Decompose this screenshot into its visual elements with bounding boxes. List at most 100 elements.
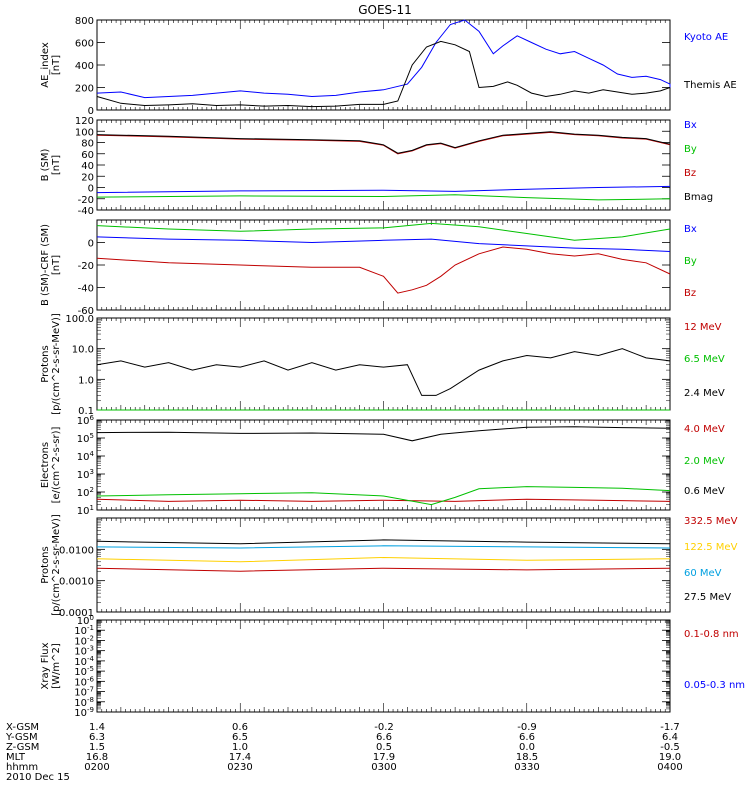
panel-3: -60 -40 -20 0 B (SM)-CRF (SM)[nT] Bx By Bz	[40, 219, 697, 317]
footer-value: -0.9	[517, 722, 537, 733]
footer-row-label: Z-GSM	[6, 742, 39, 753]
y-tick-label: 10-8	[74, 696, 94, 709]
series-line-bmag	[96, 131, 671, 154]
y-tick-label: 1.0	[78, 375, 94, 386]
footer-value: -1.7	[660, 722, 680, 733]
y-tick-label: 10-1	[74, 624, 94, 637]
y-tick-label: 0	[88, 239, 94, 250]
series-line-bx	[96, 236, 671, 252]
y-axis-label: Electrons[e/(cm^2-s-sr)]	[40, 426, 62, 503]
footer-value: 6.6	[376, 732, 392, 743]
y-tick-label: 10-6	[74, 675, 94, 688]
y-tick-label: 101	[77, 504, 94, 517]
footer-value: 1.4	[89, 722, 105, 733]
y-tick-label: 100.0	[65, 314, 94, 325]
legend-entry: Bz	[684, 288, 696, 299]
legend-entry: By	[684, 144, 697, 155]
footer-value: 18.5	[516, 752, 538, 763]
y-tick-label: -40	[78, 284, 94, 295]
footer-row-label: Y-GSM	[5, 732, 38, 743]
footer-value: 6.4	[662, 732, 678, 743]
footer-value: 6.3	[89, 732, 105, 743]
legend-entry: Bx	[684, 224, 697, 235]
footer-row-label: X-GSM	[6, 722, 39, 733]
legend-entry: 60 MeV	[684, 568, 722, 579]
y-tick-label: 10-3	[74, 645, 94, 658]
legend-entry: 12 MeV	[684, 322, 722, 333]
footer-value: 0.0	[519, 742, 535, 753]
y-tick-label: 800	[75, 16, 94, 27]
footer-value: 0.6	[232, 722, 248, 733]
footer-value: 0330	[514, 762, 539, 773]
series-line-bz	[96, 246, 671, 294]
footer-value: 0300	[371, 762, 396, 773]
footer-value: 6.6	[519, 732, 535, 743]
panel-frame	[96, 19, 671, 111]
series-line-themis-ae	[96, 40, 671, 108]
y-tick-label: 0.1	[78, 406, 94, 417]
legend-entry: 2.4 MeV	[684, 388, 725, 399]
footer-value: 0400	[657, 762, 682, 773]
series-line-4-0-mev	[96, 498, 671, 502]
legend-entry: Bmag	[684, 192, 713, 203]
panel-6: 0.0001 0.0010 0.0100Protons[p/(cm^2-s-sr-M…	[40, 514, 738, 619]
y-tick-label: 10-5	[74, 665, 94, 678]
legend-entry: By	[684, 256, 697, 267]
legend-entry: 27.5 MeV	[684, 592, 731, 603]
y-tick-label: -20	[78, 195, 94, 206]
y-tick-label: 106	[77, 414, 95, 427]
legend-entry: Bx	[684, 120, 697, 131]
footer-value: 17.9	[373, 752, 395, 763]
y-axis-label: AE_index[nT]	[40, 42, 62, 88]
panel-1: 0 200 400 600 800 AE_index[nT] Kyoto AE Themis …	[40, 16, 737, 117]
figure-title: GOES-11	[358, 3, 412, 17]
y-tick-label: 100	[75, 127, 94, 138]
legend-entry: 122.5 MeV	[684, 542, 738, 553]
legend-entry: 0.6 MeV	[684, 486, 725, 497]
series-line-by	[96, 194, 671, 201]
y-tick-label: -40	[78, 206, 94, 217]
y-axis-label: Xray Flux[W/m^2]	[40, 642, 62, 689]
series-line-kyoto-ae	[96, 19, 671, 99]
y-tick-label: 10-9	[74, 706, 94, 719]
y-tick-label: 10.0	[72, 345, 94, 356]
y-tick-label: 400	[75, 61, 94, 72]
footer-value: 19.0	[659, 752, 681, 763]
legend-entry: 0.05-0.3 nm	[684, 680, 745, 691]
y-axis-label: Protons[p/(cm^2-s-sr-MeV)]	[40, 313, 62, 415]
legend-entry: 4.0 MeV	[684, 424, 725, 435]
y-axis-label: B (SM)-CRF (SM)[nT]	[40, 224, 62, 306]
legend-entry: Themis AE	[683, 80, 737, 91]
y-tick-label: 104	[77, 450, 95, 463]
y-tick-label: 10-4	[74, 655, 94, 668]
y-tick-label: 200	[75, 84, 94, 95]
y-tick-label: 0.0010	[59, 577, 94, 588]
series-line-bx	[96, 185, 671, 194]
legend-entry: 6.5 MeV	[684, 354, 725, 365]
y-tick-label: 60	[81, 150, 94, 161]
footer-value: 1.5	[89, 742, 105, 753]
legend-entry: 0.1-0.8 nm	[684, 629, 739, 640]
y-tick-label: 120	[75, 116, 94, 127]
series-line-2-4-mev	[96, 348, 671, 396]
footer-value: 0200	[84, 762, 109, 773]
series-line-2-0-mev	[96, 486, 671, 506]
panel-frame	[96, 317, 671, 411]
y-tick-label: 0	[88, 184, 94, 195]
y-tick-label: 80	[81, 139, 94, 150]
series-line-27-5-mev	[96, 539, 671, 545]
y-tick-label: 0	[88, 106, 94, 117]
y-axis-label: Protons[p/(cm^2-s-sr-MeV)]	[40, 514, 62, 616]
footer-row-label: MLT	[6, 752, 26, 763]
y-axis-label: B (SM)[nT]	[40, 148, 62, 181]
panel-4: 0.1 1.0 10.0 100.0Protons[p/(cm^2-s-sr-MeV)…	[40, 313, 725, 417]
footer-row-label: 2010 Dec 15	[6, 772, 70, 783]
series-line-0-6-mev	[96, 426, 671, 442]
y-tick-label: 102	[77, 486, 94, 499]
legend-entry: Kyoto AE	[684, 32, 728, 43]
legend-entry: 332.5 MeV	[684, 516, 738, 527]
footer-value: -0.2	[374, 722, 394, 733]
